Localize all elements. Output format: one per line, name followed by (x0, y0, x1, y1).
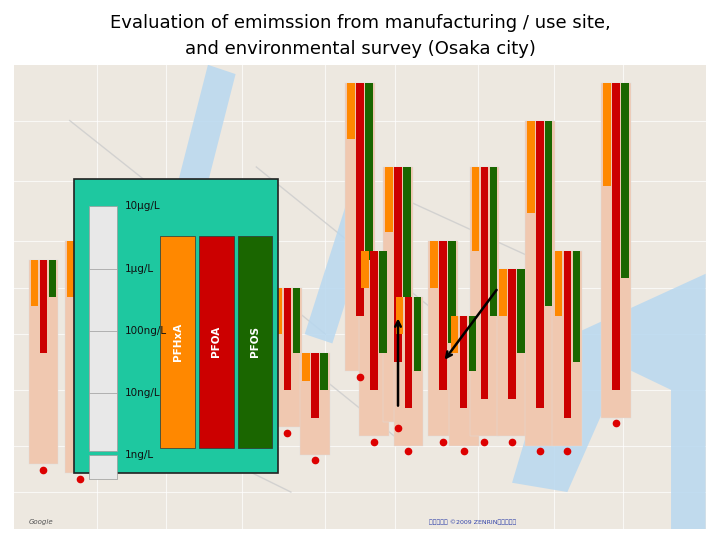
Bar (554, 251, 562, 315)
Text: 1ng/L: 1ng/L (125, 450, 154, 460)
Bar (499, 269, 507, 315)
Bar (469, 167, 499, 436)
Bar (76, 241, 84, 418)
Bar (199, 235, 233, 448)
Bar (603, 83, 611, 186)
Bar (413, 297, 421, 372)
Bar (517, 269, 525, 353)
Text: 1μg/L: 1μg/L (125, 264, 154, 274)
Bar (564, 251, 571, 418)
Bar (481, 167, 488, 399)
Bar (49, 260, 56, 297)
Bar (359, 251, 389, 436)
Bar (89, 268, 117, 438)
Bar (525, 120, 554, 446)
Bar (612, 83, 619, 390)
Polygon shape (512, 274, 706, 529)
Bar (527, 120, 534, 213)
Bar (460, 315, 467, 408)
Text: 地図データ ©2009 ZENRIN　利用規約: 地図データ ©2009 ZENRIN 利用規約 (429, 519, 516, 524)
Bar (356, 83, 364, 315)
Bar (67, 241, 75, 297)
Bar (383, 167, 413, 422)
Bar (498, 269, 527, 436)
Bar (536, 120, 544, 408)
Text: PFOS: PFOS (250, 326, 260, 357)
Bar (89, 455, 117, 479)
Text: 10μg/L: 10μg/L (125, 201, 161, 212)
Bar (238, 235, 272, 448)
Text: Google: Google (28, 518, 53, 524)
Bar (273, 288, 302, 427)
Bar (385, 167, 393, 232)
Bar (89, 330, 117, 437)
Bar (469, 315, 477, 372)
Text: 100ng/L: 100ng/L (125, 326, 167, 336)
Bar (300, 353, 330, 455)
Text: 10ng/L: 10ng/L (125, 388, 161, 398)
Bar (490, 167, 498, 315)
Bar (448, 241, 456, 343)
Bar (284, 288, 291, 390)
Text: PFHxA: PFHxA (173, 322, 183, 361)
Bar (89, 206, 117, 448)
Bar (29, 260, 58, 464)
Bar (274, 288, 282, 334)
Bar (85, 241, 93, 353)
Bar (320, 353, 328, 390)
Bar (66, 241, 95, 474)
Bar (395, 167, 402, 362)
Bar (365, 83, 373, 260)
Bar (601, 83, 631, 418)
Bar (345, 83, 375, 372)
Bar (403, 167, 411, 297)
Bar (161, 235, 195, 448)
Bar (370, 251, 377, 390)
Bar (430, 241, 438, 288)
Bar (545, 120, 552, 306)
Text: Evaluation of emimssion from manufacturing / use site,: Evaluation of emimssion from manufacturi… (109, 14, 611, 31)
Bar (311, 353, 319, 418)
Bar (361, 251, 369, 288)
Bar (89, 393, 117, 451)
Bar (451, 315, 459, 353)
Text: PFOA: PFOA (211, 326, 221, 357)
Bar (302, 353, 310, 381)
Bar (439, 241, 446, 390)
Bar (572, 251, 580, 362)
Bar (472, 167, 480, 251)
Bar (449, 315, 479, 445)
Polygon shape (166, 65, 235, 237)
Bar (395, 297, 403, 334)
Bar (292, 288, 300, 353)
Bar (74, 179, 278, 474)
Bar (621, 83, 629, 279)
Text: and environmental survey (Osaka city): and environmental survey (Osaka city) (184, 40, 536, 58)
Bar (394, 297, 423, 445)
Bar (347, 83, 355, 139)
Bar (40, 260, 48, 353)
Bar (379, 251, 387, 353)
Bar (552, 251, 582, 446)
Bar (428, 241, 458, 436)
Polygon shape (305, 204, 374, 343)
Bar (508, 269, 516, 399)
Bar (31, 260, 38, 306)
Bar (405, 297, 412, 408)
